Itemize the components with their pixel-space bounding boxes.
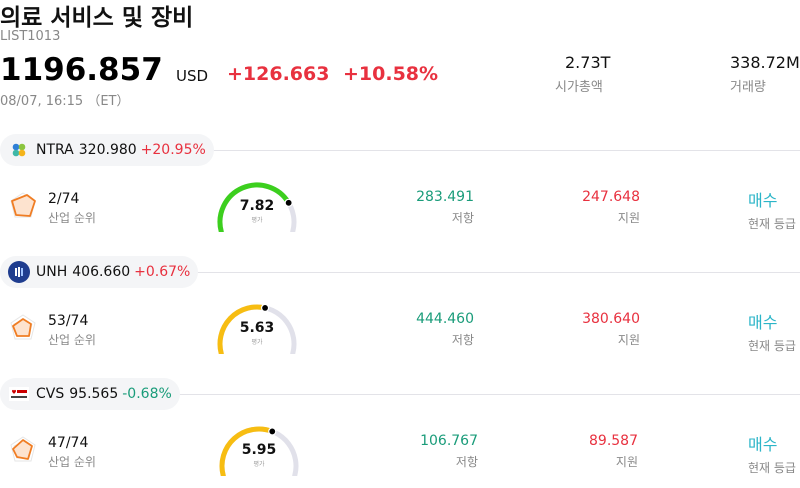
score-gauge-chart: [217, 303, 297, 357]
page-title: 의료 서비스 및 장비: [0, 5, 194, 31]
gauge-marker: [268, 427, 277, 436]
score-value: 5.95: [241, 442, 277, 458]
score-gauge-chart: [219, 426, 299, 479]
stock-symbol: NTRA: [36, 142, 74, 158]
current-rating: 매수 현재 등급: [748, 431, 796, 476]
volume-stat: 338.72M 거래량: [730, 53, 800, 95]
resistance-value: 283.491: [416, 189, 474, 205]
resistance-value: 106.767: [420, 433, 478, 449]
industry-rank-icon: [10, 436, 36, 462]
timestamp: 08/07, 16:15 （ET）: [0, 94, 130, 109]
ticker-code: LIST1013: [0, 29, 61, 44]
gauge-marker: [284, 198, 293, 207]
industry-rank-icon: [10, 192, 36, 218]
stock-price: 406.660: [72, 264, 131, 280]
support: 247.648 지원: [582, 189, 640, 226]
score-label: 평가: [253, 461, 265, 468]
stock-pill-unh[interactable]: UNH 406.660 +0.67%: [0, 256, 199, 288]
resistance: 106.767 저항: [420, 433, 478, 470]
currency: USD: [176, 67, 209, 85]
support-value: 247.648: [582, 189, 640, 205]
rating-value[interactable]: 매수: [748, 435, 778, 454]
resistance-value: 444.460: [416, 311, 474, 327]
rank-value: 2/74: [48, 191, 80, 207]
market-cap-stat: 2.73T 시가총액: [555, 53, 611, 95]
rank-label: 산업 순위: [48, 333, 96, 347]
divider: [200, 150, 800, 151]
support: 380.640 지원: [582, 311, 640, 348]
volume-label: 거래량: [730, 80, 766, 95]
volume-value: 338.72M: [730, 53, 800, 72]
stock-price: 95.565: [69, 386, 119, 402]
rank-label: 산업 순위: [48, 211, 96, 225]
support-value: 380.640: [582, 311, 640, 327]
resistance-label: 저항: [455, 455, 478, 469]
rank-value: 47/74: [48, 435, 89, 451]
price-change: +126.663: [227, 63, 330, 85]
resistance-label: 저항: [451, 333, 474, 347]
gauge-fill: [217, 182, 292, 235]
cvs-logo-icon: [8, 383, 30, 405]
industry-rank: 2/74 산업 순위: [48, 191, 96, 226]
unitedhealth-logo-icon: [8, 261, 30, 283]
stock-pill-cvs[interactable]: CVS 95.565 -0.68%: [0, 378, 180, 410]
stock-pill-ntra[interactable]: NTRA 320.980 +20.95%: [0, 134, 214, 166]
stock-change-percent: +0.67%: [134, 264, 191, 280]
current-rating: 매수 현재 등급: [748, 187, 796, 232]
rating-value[interactable]: 매수: [748, 313, 778, 332]
industry-rank: 53/74 산업 순위: [48, 313, 96, 348]
score-label: 평가: [251, 217, 263, 224]
stock-symbol: CVS: [36, 386, 65, 402]
support-label: 지원: [615, 455, 638, 469]
stock-change-percent: +20.95%: [140, 142, 206, 158]
current-rating: 매수 현재 등급: [748, 309, 796, 354]
gauge-fill: [217, 304, 268, 357]
rating-value[interactable]: 매수: [748, 191, 778, 210]
industry-rank-icon: [10, 314, 36, 340]
index-price: 1196.857: [0, 52, 163, 88]
rating-label: 현재 등급: [748, 339, 796, 353]
score-gauge: 7.82 평가: [215, 180, 305, 235]
score-label: 평가: [251, 339, 263, 346]
score-gauge: 5.63 평가: [215, 302, 305, 357]
support: 89.587 지원: [589, 433, 638, 470]
support-label: 지원: [617, 333, 640, 347]
resistance: 283.491 저항: [416, 189, 474, 226]
score-gauge-chart: [217, 182, 297, 235]
support-label: 지원: [617, 211, 640, 225]
gauge-marker: [260, 303, 270, 312]
divider: [190, 272, 800, 273]
support-value: 89.587: [589, 433, 638, 449]
rank-label: 산업 순위: [48, 455, 96, 469]
score-value: 7.82: [239, 198, 275, 214]
rank-value: 53/74: [48, 313, 89, 329]
natera-logo-icon: [8, 139, 30, 161]
gauge-fill: [219, 426, 275, 479]
stock-change-percent: -0.68%: [122, 386, 172, 402]
score-value: 5.63: [239, 320, 275, 336]
rating-label: 현재 등급: [748, 461, 796, 475]
resistance-label: 저항: [451, 211, 474, 225]
market-cap-value: 2.73T: [565, 53, 611, 72]
score-gauge: 5.95 평가: [217, 424, 307, 479]
price-change-percent: +10.58%: [343, 63, 439, 85]
divider: [178, 394, 800, 395]
industry-rank: 47/74 산업 순위: [48, 435, 96, 470]
resistance: 444.460 저항: [416, 311, 474, 348]
stock-price: 320.980: [78, 142, 137, 158]
market-cap-label: 시가총액: [555, 80, 603, 95]
stock-symbol: UNH: [36, 264, 68, 280]
rating-label: 현재 등급: [748, 217, 796, 231]
